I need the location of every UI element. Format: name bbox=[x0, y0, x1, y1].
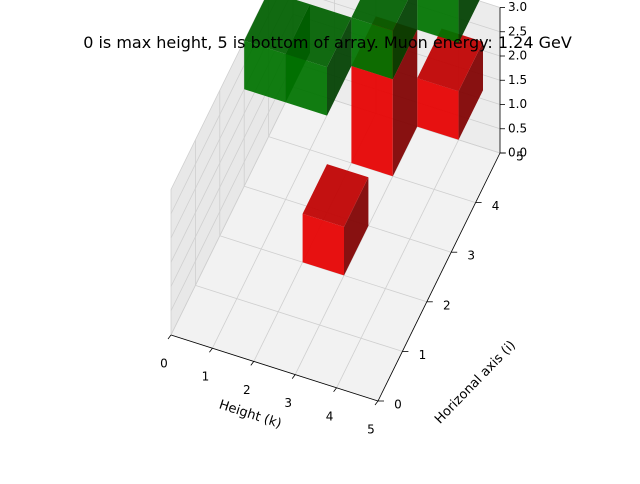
x-axis-line bbox=[170, 334, 379, 402]
z-tick-label: 0.5 bbox=[508, 121, 527, 135]
x-axis-label: Height (k) bbox=[217, 398, 283, 432]
bar-side-face bbox=[392, 29, 418, 177]
y-tick-label: 2 bbox=[443, 298, 451, 312]
bar-front-face bbox=[244, 40, 286, 103]
y-axis-line bbox=[377, 152, 501, 402]
bar-red bbox=[417, 28, 483, 140]
bar-side-face bbox=[458, 0, 480, 43]
bar-front-face bbox=[417, 78, 459, 140]
bar-side-face bbox=[344, 177, 369, 276]
bar-front-face bbox=[302, 213, 344, 276]
x-tick-mark bbox=[209, 347, 213, 353]
z-tick-label: 3.0 bbox=[508, 0, 527, 14]
bar-front-face bbox=[417, 0, 459, 43]
x-tick-label: 1 bbox=[202, 370, 210, 384]
grid-line-floor-y bbox=[268, 136, 476, 203]
grid-line-left-z bbox=[170, 86, 294, 336]
grid-line-floor-y bbox=[195, 285, 403, 352]
x-tick-label: 5 bbox=[367, 423, 375, 437]
grid-line-left-z bbox=[170, 62, 294, 311]
x-tick-mark bbox=[333, 387, 337, 393]
grid-line-floor-x bbox=[336, 139, 459, 388]
bar-top-face bbox=[351, 0, 408, 31]
y-tick-label: 5 bbox=[516, 150, 524, 164]
bar-side-face bbox=[458, 41, 483, 140]
z-tick-label: 2.5 bbox=[508, 24, 527, 38]
x-tick-mark bbox=[250, 361, 255, 366]
bar-front-face bbox=[285, 53, 327, 116]
x-tick-label: 4 bbox=[326, 409, 334, 423]
x-tick-label: 3 bbox=[284, 396, 292, 410]
bar-top-face bbox=[244, 0, 310, 54]
x-tick-label: 0 bbox=[160, 357, 168, 371]
bar-front-face bbox=[351, 17, 393, 80]
bars bbox=[244, 0, 483, 276]
bar-green bbox=[351, 0, 418, 80]
x-tick-mark bbox=[167, 334, 172, 340]
y-tick-label: 4 bbox=[492, 199, 500, 213]
chart-title: 0 is max height, 5 is bottom of array. M… bbox=[83, 33, 572, 52]
bar-side-face bbox=[327, 17, 352, 116]
x-tick-label: 2 bbox=[243, 383, 251, 397]
bar-front-face bbox=[351, 66, 393, 177]
z-tick-label: 0.0 bbox=[508, 146, 527, 160]
grid-line-floor-x bbox=[212, 100, 335, 349]
axis-lines bbox=[167, 7, 506, 406]
bar-green bbox=[417, 0, 480, 43]
bar-top-face bbox=[285, 4, 352, 68]
x-tick-mark bbox=[291, 374, 296, 379]
y-tick-label: 0 bbox=[394, 398, 402, 412]
z-tick-label: 1.0 bbox=[508, 97, 527, 111]
z-tick-label: 1.5 bbox=[508, 73, 527, 87]
bar-top-face bbox=[417, 28, 483, 92]
y-axis-label: Horizonal axis (i) bbox=[432, 338, 519, 427]
y-tick-label: 1 bbox=[419, 348, 427, 362]
x-tick-mark bbox=[374, 400, 379, 406]
bar-green bbox=[285, 4, 352, 116]
bar-side-face bbox=[392, 0, 418, 80]
grid-line-floor-x bbox=[294, 126, 418, 375]
y-tick-label: 3 bbox=[467, 249, 475, 263]
z-tick-label: 2.0 bbox=[508, 49, 527, 63]
bar-red bbox=[302, 164, 369, 276]
grid-line-left-z bbox=[170, 0, 265, 190]
bar-top-face bbox=[302, 164, 369, 227]
